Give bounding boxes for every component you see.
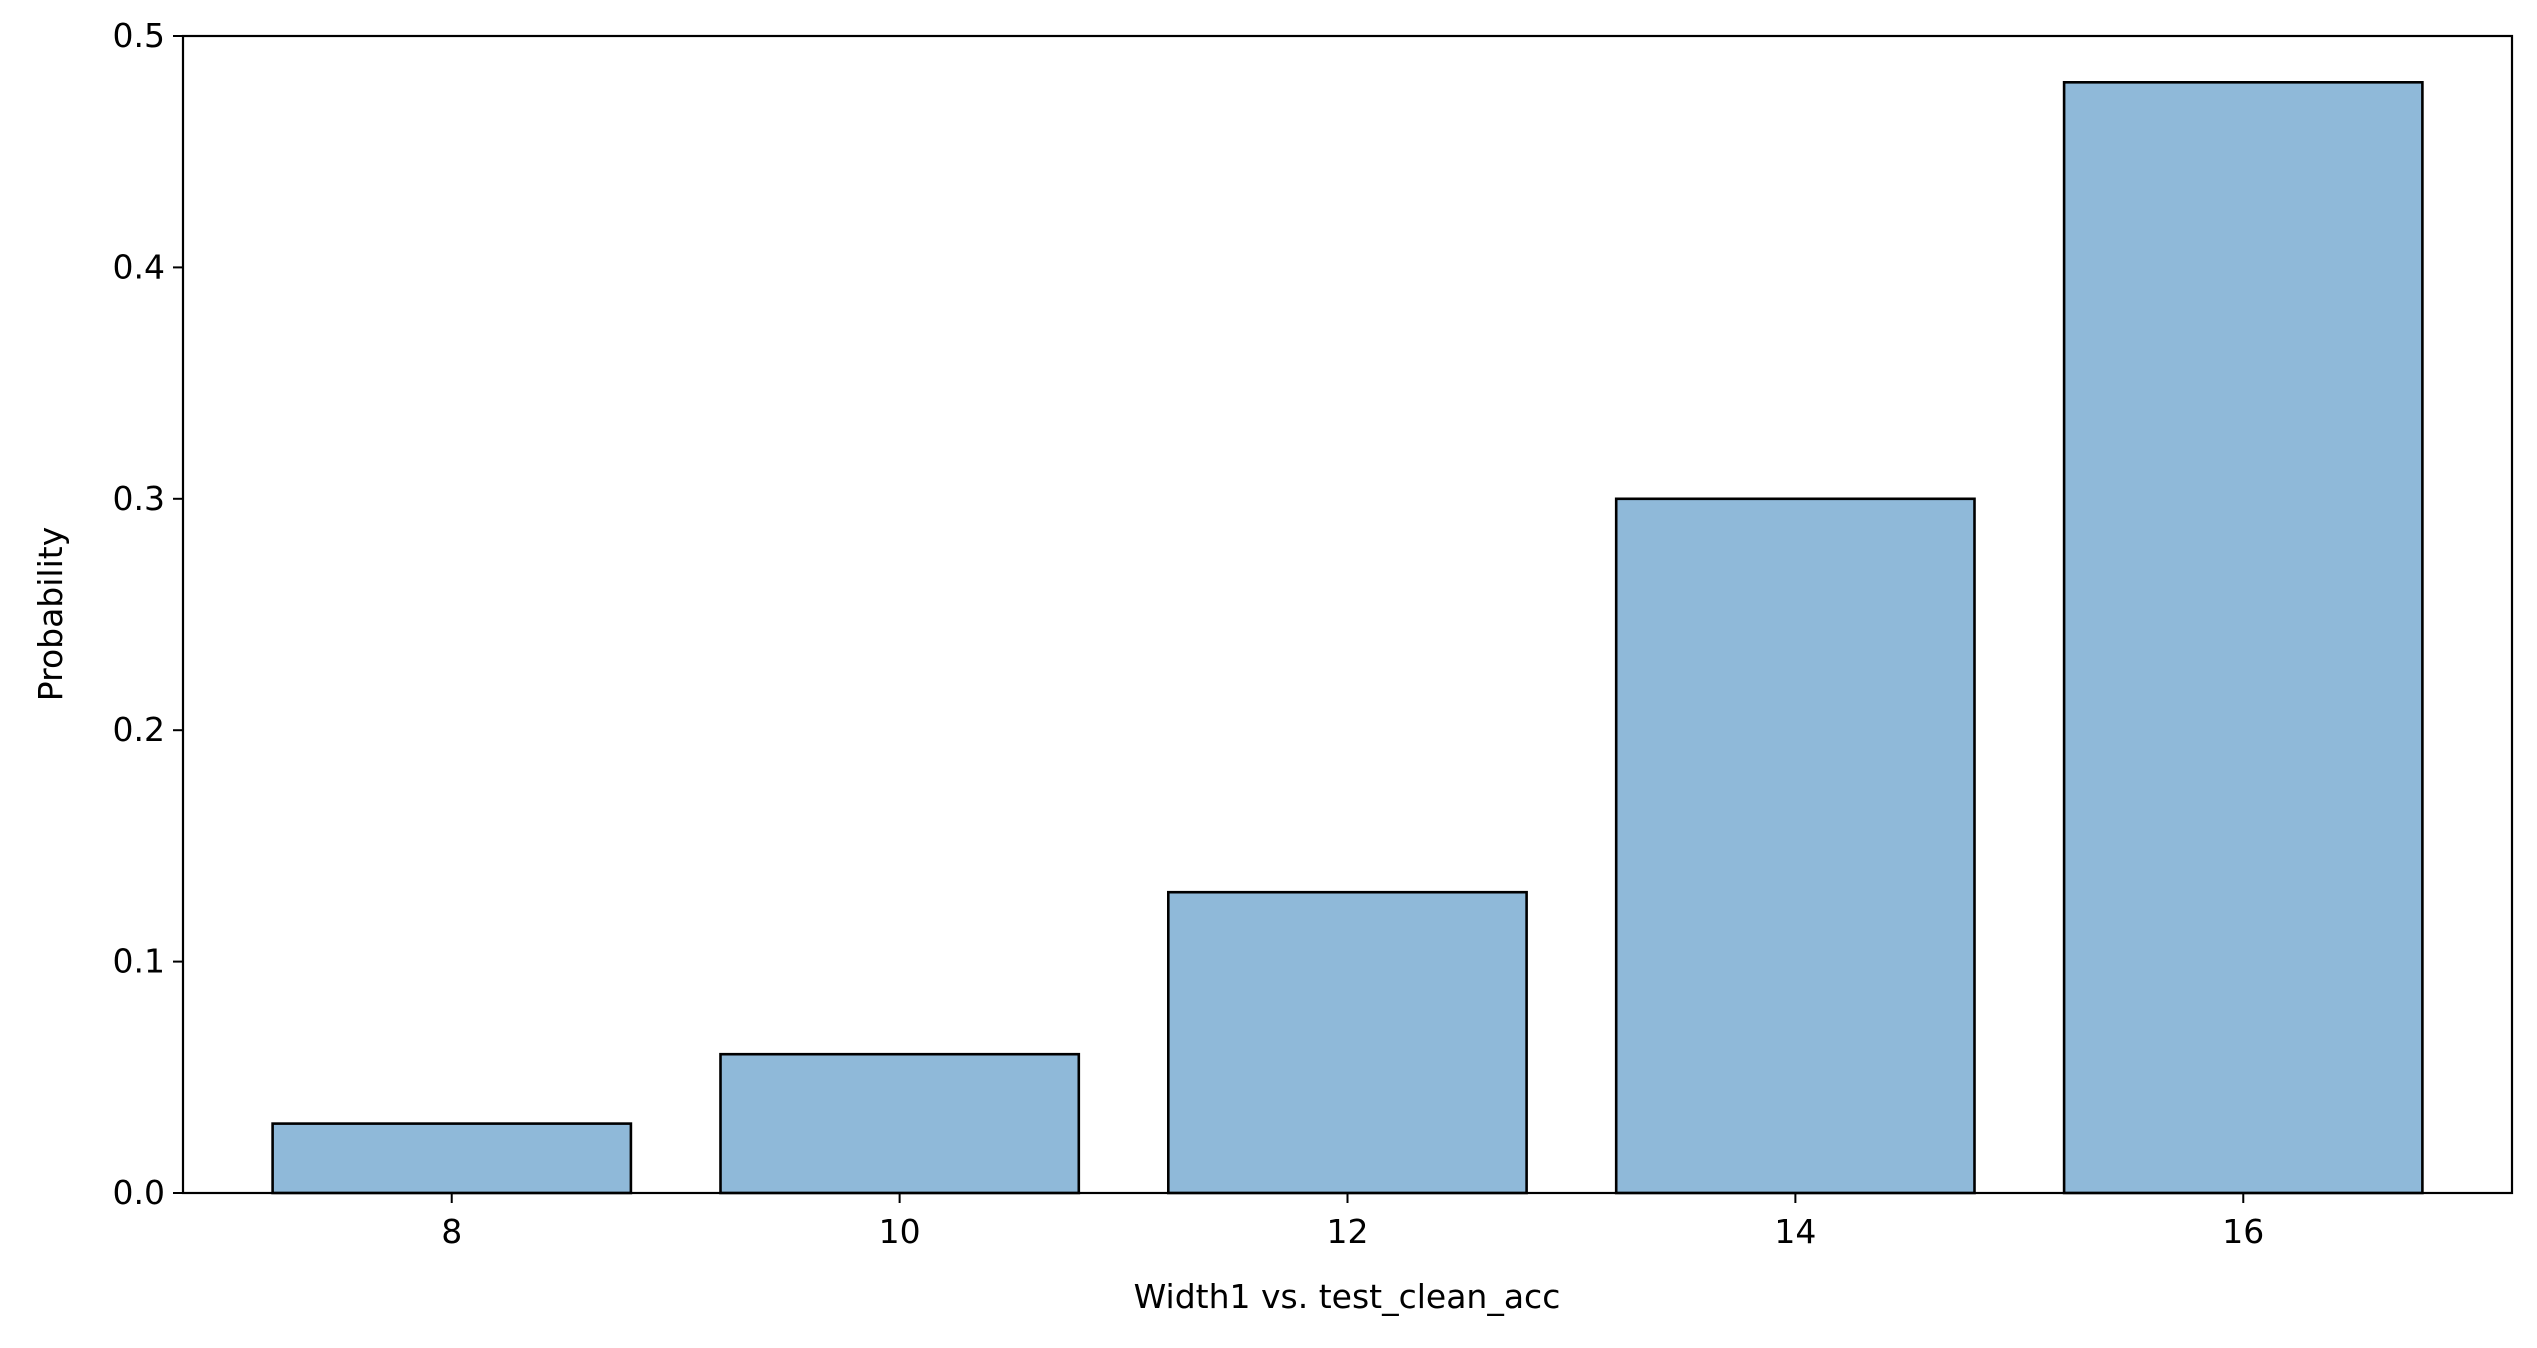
y-axis-label: Probability	[31, 527, 70, 701]
x-tick-label: 10	[879, 1212, 921, 1251]
bar-12	[1167, 890, 1528, 1195]
bar-10	[719, 1052, 1081, 1195]
bars-group	[271, 81, 2424, 1195]
x-tick-label: 8	[441, 1212, 462, 1251]
y-tick-label: 0.4	[113, 247, 165, 286]
x-tick-label: 16	[2222, 1212, 2264, 1251]
bar-8	[271, 1122, 633, 1195]
y-tick-label: 0.1	[113, 942, 165, 981]
x-axis-label: Width1 vs. test_clean_acc	[1134, 1277, 1561, 1316]
y-axis: 0.0 0.1 0.2 0.3 0.4 0.5	[113, 16, 183, 1212]
bar-14	[1614, 497, 1976, 1195]
y-tick-label: 0.0	[113, 1173, 165, 1212]
x-tick-label: 14	[1774, 1212, 1816, 1251]
y-tick-label: 0.2	[113, 710, 165, 749]
x-axis: 8 10 12 14 16	[441, 1193, 2264, 1251]
y-tick-label: 0.3	[113, 479, 165, 518]
y-tick-label: 0.5	[113, 16, 165, 55]
bar-16	[2062, 81, 2424, 1195]
x-tick-label: 12	[1327, 1212, 1369, 1251]
